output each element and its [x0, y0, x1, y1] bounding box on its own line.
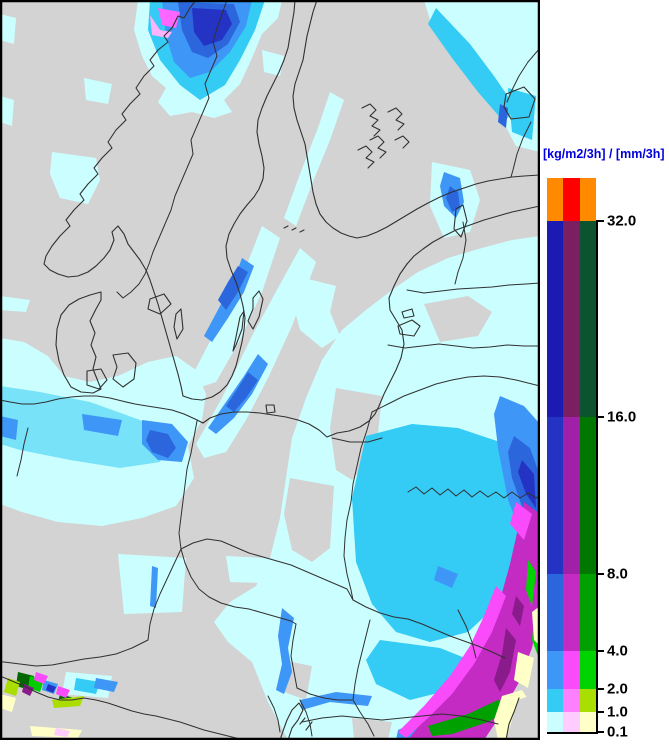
coast-bornholm — [265, 404, 276, 414]
colorbar-segment — [579, 221, 596, 417]
precip-extreme-rain-layer — [46, 8, 536, 693]
border-norway-sweden — [116, 0, 228, 299]
colorbar-segment — [563, 651, 580, 689]
coast-denmark-jutland — [55, 291, 102, 394]
colorbar-segment — [547, 178, 564, 221]
border-belarus-ukraine — [407, 486, 541, 499]
border-ukraine-romania — [407, 618, 506, 659]
border-germany-czech-west — [147, 548, 182, 641]
colorbar-segment — [547, 651, 564, 689]
border-austria-hungary — [290, 623, 353, 701]
colorbar-tick — [596, 731, 604, 733]
border-croatia-bosnia — [267, 695, 281, 733]
colorbar-tick-label: 2.0 — [607, 680, 628, 698]
colorbar-column-mixed — [563, 178, 580, 732]
map-frame-border — [0, 0, 541, 741]
colorbar-tick — [596, 220, 604, 222]
colorbar-axis-line — [596, 221, 598, 732]
colorbar-segment — [579, 574, 596, 651]
lake-vanern — [147, 293, 172, 315]
colorbar-tick-label: 16.0 — [607, 408, 637, 426]
colorbar-segment — [579, 417, 596, 574]
coast-finland-west — [292, 0, 358, 239]
border-germany-poland — [178, 420, 198, 550]
colorbar-tick — [596, 688, 604, 690]
colorbar-segment — [579, 178, 596, 221]
border-estonia-latvia — [406, 282, 541, 294]
colorbar-segment — [563, 221, 580, 417]
colorbar-segment — [547, 417, 564, 574]
colorbar-segment — [563, 178, 580, 221]
border-czech-north — [180, 538, 354, 601]
border-moldova — [457, 609, 477, 659]
colorbar-column-snow — [579, 178, 596, 732]
coast-sweden — [182, 0, 296, 401]
colorbar-tick — [596, 416, 604, 418]
border-finland-russia — [506, 47, 541, 178]
border-hungary-romania — [352, 619, 375, 737]
border-slovakia-ukraine — [352, 599, 409, 620]
border-latvia-lithuania — [387, 343, 541, 349]
border-netherlands-germany — [16, 427, 29, 477]
colorbar-segment — [547, 712, 564, 732]
colorbar-tick-label: 32.0 — [607, 212, 637, 230]
border-estonia-russia — [454, 221, 467, 285]
coast-adriatic — [279, 702, 313, 741]
colorbar-tick — [596, 573, 604, 575]
border-serbia — [299, 699, 313, 737]
lake-vattern — [173, 308, 184, 340]
coast-zealand — [112, 352, 137, 388]
colorbar-segment — [563, 417, 580, 574]
colorbar-tick-label: 4.0 — [607, 642, 628, 660]
border-czech-south — [180, 548, 297, 625]
border-danube-south — [301, 713, 499, 725]
finnish-lakes — [357, 103, 410, 169]
legend-title: [kg/m2/3h] / [mm/3h] — [543, 147, 665, 161]
border-kaliningrad — [331, 437, 383, 443]
colorbar-segment — [563, 712, 580, 732]
colorbar-segment — [579, 689, 596, 712]
coast-funen — [86, 368, 108, 390]
colorbar-segment — [579, 712, 596, 732]
coast-hiiumaa — [401, 308, 415, 319]
border-poland-east — [343, 411, 373, 601]
coast-oland — [232, 310, 245, 352]
colorbar-column-rain — [547, 178, 564, 732]
colorbar-segment — [547, 221, 564, 417]
aland-islands — [283, 225, 305, 233]
coast-norway — [43, 0, 197, 397]
precipitation-map — [0, 0, 541, 741]
colorbar-tick — [596, 711, 604, 713]
colorbar-tick-label: 0.1 — [607, 723, 628, 741]
colorbar-segment — [563, 689, 580, 712]
colorbar-segment — [547, 689, 564, 712]
border-lithuania-belarus — [371, 375, 541, 413]
lake-ladoga — [503, 86, 536, 120]
coast-estonia-north — [406, 205, 541, 265]
country-borders — [0, 0, 541, 740]
colorbar-tick — [596, 650, 604, 652]
colorbar-segment — [563, 574, 580, 651]
border-germany-austria — [0, 639, 149, 667]
colorbar-segment — [579, 651, 596, 689]
coast-baltic-east — [202, 263, 408, 438]
map-canvas — [0, 0, 541, 741]
colorbar-segment — [547, 574, 564, 651]
coast-finland-south — [356, 174, 541, 239]
colorbar-bottom-line — [547, 732, 598, 734]
border-alps-south — [0, 675, 241, 740]
coast-black-sea — [505, 697, 520, 741]
legend-panel: [kg/m2/3h] / [mm/3h] 32.0 16.0 8.0 4.0 2.0 1.… — [540, 0, 669, 741]
colorbar-tick-label: 1.0 — [607, 703, 628, 721]
coast-gotland — [247, 290, 264, 330]
coast-saaremaa — [397, 319, 421, 337]
colorbar-tick-label: 8.0 — [607, 565, 628, 583]
coast-baltic-south — [0, 395, 204, 424]
